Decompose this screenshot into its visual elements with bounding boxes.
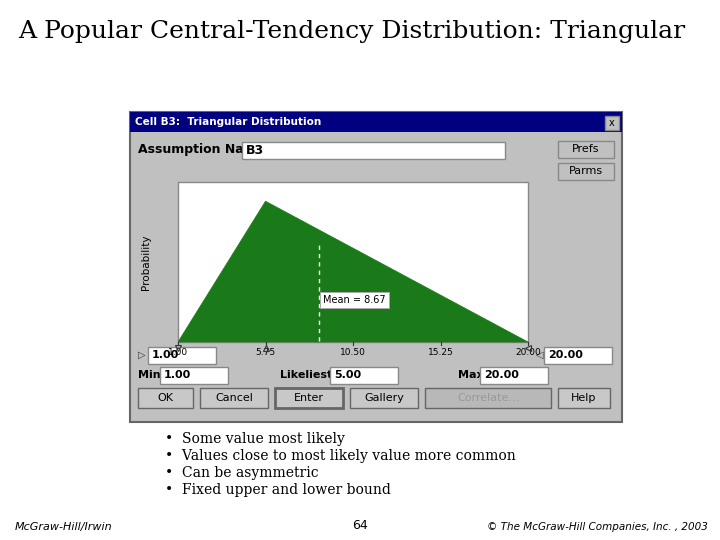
- FancyBboxPatch shape: [350, 388, 418, 408]
- FancyBboxPatch shape: [558, 141, 614, 158]
- Text: •  Values close to most likely value more common: • Values close to most likely value more…: [165, 449, 516, 463]
- FancyBboxPatch shape: [148, 347, 216, 364]
- Text: •  Fixed upper and lower bound: • Fixed upper and lower bound: [165, 483, 391, 497]
- Text: Gallery: Gallery: [364, 393, 404, 403]
- Text: 1.00: 1.00: [164, 370, 192, 380]
- Text: ▷: ▷: [138, 350, 145, 360]
- Text: 5.00: 5.00: [334, 370, 361, 380]
- Text: 20.00: 20.00: [484, 370, 519, 380]
- Text: 1.00: 1.00: [152, 350, 179, 360]
- FancyBboxPatch shape: [544, 347, 612, 364]
- Text: OK: OK: [158, 393, 174, 403]
- Text: Parms: Parms: [569, 166, 603, 177]
- Text: Help: Help: [571, 393, 597, 403]
- Text: Cancel: Cancel: [215, 393, 253, 403]
- Text: •  Some value most likely: • Some value most likely: [165, 432, 345, 446]
- Text: Enter: Enter: [294, 393, 324, 403]
- Text: x: x: [609, 118, 615, 128]
- Text: 64: 64: [352, 519, 368, 532]
- Text: © The McGraw-Hill Companies, Inc. , 2003: © The McGraw-Hill Companies, Inc. , 2003: [487, 522, 708, 532]
- Text: Cell B3:  Triangular Distribution: Cell B3: Triangular Distribution: [135, 117, 321, 127]
- FancyBboxPatch shape: [605, 116, 619, 130]
- FancyBboxPatch shape: [558, 388, 610, 408]
- Text: Correlate...: Correlate...: [457, 393, 519, 403]
- Text: 20.00: 20.00: [548, 350, 583, 360]
- FancyBboxPatch shape: [275, 388, 343, 408]
- Text: Likeliest: Likeliest: [280, 370, 332, 380]
- Text: ◁: ◁: [536, 350, 544, 360]
- Text: Mean = 8.67: Mean = 8.67: [323, 295, 386, 305]
- FancyBboxPatch shape: [138, 388, 193, 408]
- Text: 15.25: 15.25: [428, 348, 454, 357]
- Text: 20.00: 20.00: [515, 348, 541, 357]
- Text: Probability: Probability: [141, 234, 151, 290]
- Text: 10.50: 10.50: [340, 348, 366, 357]
- Text: Prefs: Prefs: [572, 145, 600, 154]
- Polygon shape: [178, 201, 528, 342]
- Text: Assumption Name:: Assumption Name:: [138, 144, 270, 157]
- FancyBboxPatch shape: [480, 367, 548, 384]
- FancyBboxPatch shape: [130, 112, 622, 422]
- Text: •  Can be asymmetric: • Can be asymmetric: [165, 466, 319, 480]
- FancyBboxPatch shape: [242, 141, 505, 159]
- FancyBboxPatch shape: [130, 112, 622, 132]
- FancyBboxPatch shape: [425, 388, 551, 408]
- FancyBboxPatch shape: [558, 163, 614, 180]
- FancyBboxPatch shape: [200, 388, 268, 408]
- FancyBboxPatch shape: [178, 182, 528, 342]
- Text: B3: B3: [246, 144, 264, 157]
- Text: 1.00: 1.00: [168, 348, 188, 357]
- Text: 5.75: 5.75: [256, 348, 276, 357]
- FancyBboxPatch shape: [160, 367, 228, 384]
- Text: A Popular Central-Tendency Distribution: Triangular: A Popular Central-Tendency Distribution:…: [18, 20, 685, 43]
- Text: Max: Max: [458, 370, 484, 380]
- FancyBboxPatch shape: [330, 367, 398, 384]
- Text: McGraw-Hill/Irwin: McGraw-Hill/Irwin: [15, 522, 112, 532]
- Text: Min: Min: [138, 370, 161, 380]
